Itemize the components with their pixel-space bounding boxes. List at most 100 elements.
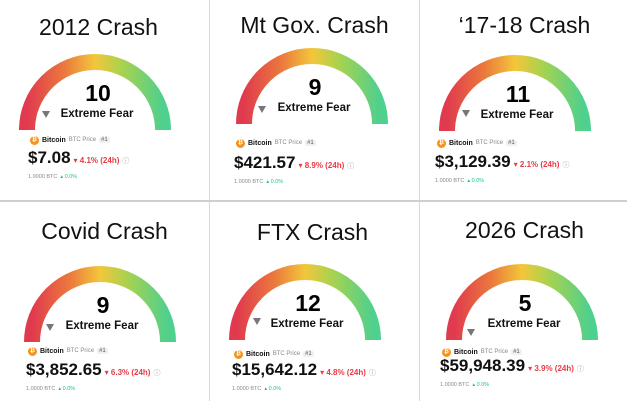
- unit-amount: 1.0000 BTC: [234, 179, 264, 185]
- caret-down-icon: ▾: [104, 368, 109, 377]
- caret-up-icon: ▴: [60, 174, 64, 180]
- bitcoin-logo-icon: ₿: [30, 135, 39, 145]
- gauge-pointer-icon: [258, 106, 267, 114]
- coin-subtitle: BTC Price: [480, 349, 509, 355]
- caret-down-icon: ▾: [298, 161, 303, 170]
- price-row: $59,948.39 ▾ 3.9% (24h) ⓘ: [440, 356, 584, 378]
- coin-price: $3,129.39: [435, 152, 511, 171]
- fear-greed-gauge: [446, 264, 598, 340]
- coin-rank-badge: #1: [303, 351, 314, 357]
- coin-subtitle: BTC Price: [68, 137, 97, 143]
- gauge-label: Extreme Fear: [65, 320, 139, 332]
- coin-price: $3,852.65: [26, 360, 102, 379]
- panel-title: ‘17-18 Crash: [458, 12, 591, 38]
- price-change-value: 8.9% (24h): [304, 161, 345, 170]
- unit-change-value: 0.0%: [64, 174, 78, 180]
- unit-change: ▴ 0.0%: [467, 178, 484, 188]
- crash-panel-6: 2026 Crash 5 Extreme Fear ₿ Bitcoin BTC …: [420, 202, 627, 402]
- caret-down-icon: ▾: [513, 160, 518, 169]
- panel-title: 2026 Crash: [465, 217, 584, 243]
- price-change: ▾ 8.9% (24h): [298, 161, 344, 170]
- fear-greed-gauge: [24, 266, 176, 342]
- gauge-label: Extreme Fear: [60, 108, 134, 120]
- caret-down-icon: ▾: [528, 364, 533, 373]
- coin-name[interactable]: Bitcoin: [246, 350, 270, 358]
- coin-subtitle: BTC Price: [274, 140, 303, 146]
- price-change: ▾ 4.1% (24h): [74, 156, 120, 165]
- price-row: $3,129.39 ▾ 2.1% (24h) ⓘ: [435, 152, 569, 174]
- unit-change: ▴ 0.0%: [266, 179, 283, 189]
- unit-change: ▴ 0.0%: [60, 174, 77, 184]
- unit-change: ▴ 0.0%: [58, 386, 75, 396]
- gauge-arc: [229, 264, 381, 340]
- price-row: $15,642.12 ▾ 4.8% (24h) ⓘ: [232, 360, 376, 382]
- coin-rank-badge: #1: [506, 140, 517, 146]
- fear-greed-gauge: [439, 55, 591, 131]
- gauge-pointer-icon: [46, 324, 55, 332]
- info-icon[interactable]: ⓘ: [368, 370, 376, 377]
- unit-row: 1.0000 BTC ▴ 0.0%: [26, 386, 75, 396]
- coin-subtitle: BTC Price: [272, 351, 301, 357]
- coin-rank-badge: #1: [97, 348, 108, 354]
- price-change-value: 2.1% (24h): [519, 160, 560, 169]
- bitcoin-logo-icon: ₿: [437, 138, 446, 148]
- coin-name[interactable]: Bitcoin: [454, 348, 478, 356]
- info-icon[interactable]: ⓘ: [576, 366, 584, 373]
- panel-title: Mt Gox. Crash: [240, 12, 389, 38]
- crash-panel-4: Covid Crash 9 Extreme Fear ₿ Bitcoin BTC…: [0, 202, 209, 402]
- bitcoin-logo-icon: ₿: [236, 138, 245, 148]
- caret-down-icon: ▾: [320, 368, 325, 377]
- gauge-pointer-icon: [466, 328, 475, 336]
- crash-panel-1: 2012 Crash 10 Extreme Fear ₿ Bitcoin BTC…: [0, 0, 209, 200]
- gauge-label: Extreme Fear: [270, 318, 344, 330]
- unit-change-value: 0.0%: [476, 382, 490, 388]
- bitcoin-logo-icon: ₿: [234, 349, 243, 359]
- info-icon[interactable]: ⓘ: [122, 158, 130, 165]
- caret-up-icon: ▴: [58, 386, 62, 392]
- unit-change-value: 0.0%: [62, 386, 76, 392]
- coin-name[interactable]: Bitcoin: [42, 136, 66, 144]
- unit-amount: 1.0000 BTC: [28, 174, 58, 180]
- fear-greed-gauge: [236, 48, 388, 124]
- unit-row: 1.0000 BTC ▴ 0.0%: [440, 382, 489, 392]
- gauge-arc: [446, 264, 598, 340]
- unit-row: 1.0000 BTC ▴ 0.0%: [234, 179, 283, 189]
- crash-panel-3: ‘17-18 Crash 11 Extreme Fear ₿ Bitcoin B…: [420, 0, 627, 200]
- caret-up-icon: ▴: [472, 382, 476, 388]
- info-icon[interactable]: ⓘ: [347, 163, 355, 170]
- gauge-label: Extreme Fear: [480, 109, 554, 121]
- caret-down-icon: ▾: [73, 156, 78, 165]
- info-icon[interactable]: ⓘ: [562, 162, 570, 169]
- info-icon[interactable]: ⓘ: [153, 370, 161, 377]
- gauge-value: 9: [308, 74, 322, 100]
- price-change: ▾ 3.9% (24h): [528, 364, 574, 373]
- gauge-value: 10: [85, 80, 111, 106]
- unit-change: ▴ 0.0%: [264, 386, 281, 396]
- unit-amount: 1.0000 BTC: [435, 178, 465, 184]
- panel-title: 2012 Crash: [39, 14, 158, 40]
- price-row: $3,852.65 ▾ 6.3% (24h) ⓘ: [26, 360, 160, 382]
- gauge-arc: [19, 54, 171, 130]
- coin-price: $15,642.12: [232, 360, 318, 379]
- coin-subtitle: BTC Price: [475, 140, 504, 146]
- panel-title: FTX Crash: [256, 219, 369, 245]
- coin-name[interactable]: Bitcoin: [40, 347, 64, 355]
- coin-info-row: ₿ Bitcoin BTC Price #1: [437, 136, 517, 150]
- coin-name[interactable]: Bitcoin: [248, 139, 272, 147]
- coin-info-row: ₿ Bitcoin BTC Price #1: [234, 347, 314, 361]
- coin-rank-badge: #1: [305, 140, 316, 146]
- caret-up-icon: ▴: [266, 179, 270, 185]
- coin-price: $421.57: [234, 153, 296, 172]
- crash-panel-5: FTX Crash 12 Extreme Fear ₿ Bitcoin BTC …: [210, 202, 419, 402]
- coin-price: $59,948.39: [440, 356, 526, 375]
- fear-greed-gauge: [229, 264, 381, 340]
- unit-change-value: 0.0%: [471, 178, 485, 184]
- price-row: $421.57 ▾ 8.9% (24h) ⓘ: [234, 153, 354, 175]
- gauge-arc: [439, 55, 591, 131]
- gauge-arc: [236, 48, 388, 124]
- bitcoin-logo-icon: ₿: [442, 347, 451, 357]
- unit-amount: 1.0000 BTC: [26, 386, 56, 392]
- coin-name[interactable]: Bitcoin: [449, 139, 473, 147]
- unit-row: 1.0000 BTC ▴ 0.0%: [28, 174, 77, 184]
